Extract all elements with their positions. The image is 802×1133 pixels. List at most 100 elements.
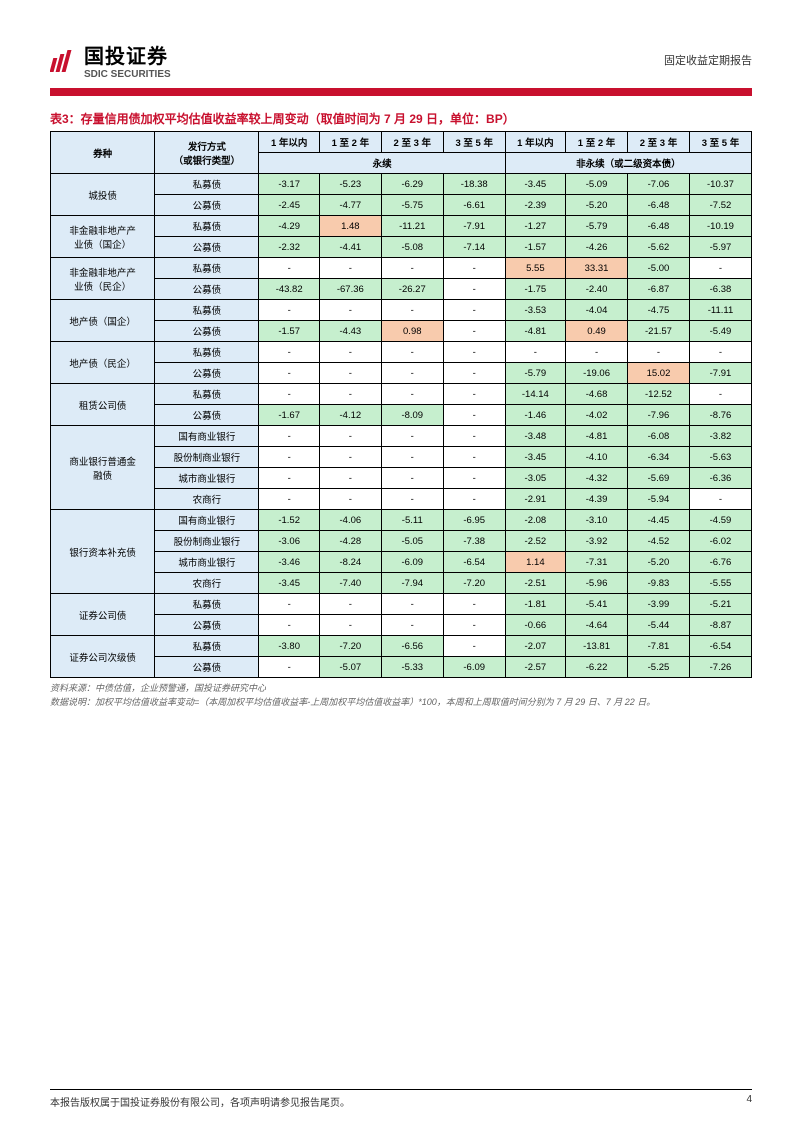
value-cell: -1.67: [259, 405, 319, 426]
value-cell: -: [443, 636, 505, 657]
value-cell: -7.94: [381, 573, 443, 594]
value-cell: -: [628, 342, 690, 363]
issue-type-cell: 农商行: [155, 573, 259, 594]
value-cell: -5.20: [566, 195, 628, 216]
value-cell: -: [443, 279, 505, 300]
table-row: 非金融非地产产业债（民企）私募债----5.5533.31-5.00-: [51, 258, 752, 279]
value-cell: -7.38: [443, 531, 505, 552]
value-cell: -8.09: [381, 405, 443, 426]
table-row: 地产债（民企）私募债--------: [51, 342, 752, 363]
value-cell: 5.55: [505, 258, 565, 279]
value-cell: -3.06: [259, 531, 319, 552]
value-cell: -5.41: [566, 594, 628, 615]
value-cell: -: [443, 384, 505, 405]
value-cell: -: [319, 447, 381, 468]
value-cell: -: [319, 300, 381, 321]
value-cell: -3.45: [505, 174, 565, 195]
value-cell: -: [319, 468, 381, 489]
table-row: 公募债-1.57-4.430.98--4.810.49-21.57-5.49: [51, 321, 752, 342]
table-row: 股份制商业银行-----3.45-4.10-6.34-5.63: [51, 447, 752, 468]
value-cell: -5.09: [566, 174, 628, 195]
value-cell: -5.20: [628, 552, 690, 573]
value-cell: -4.81: [566, 426, 628, 447]
value-cell: -1.57: [259, 321, 319, 342]
value-cell: -5.96: [566, 573, 628, 594]
value-cell: -4.43: [319, 321, 381, 342]
value-cell: -3.92: [566, 531, 628, 552]
value-cell: -4.45: [628, 510, 690, 531]
logo: 国投证券 SDIC SECURITIES: [50, 40, 171, 80]
value-cell: -1.46: [505, 405, 565, 426]
value-cell: -5.23: [319, 174, 381, 195]
value-cell: -4.68: [566, 384, 628, 405]
value-cell: -2.57: [505, 657, 565, 678]
value-cell: -4.32: [566, 468, 628, 489]
value-cell: -8.76: [689, 405, 751, 426]
value-cell: -: [259, 300, 319, 321]
value-cell: -6.34: [628, 447, 690, 468]
value-cell: -: [381, 447, 443, 468]
value-cell: -1.27: [505, 216, 565, 237]
logo-icon: [50, 48, 78, 72]
value-cell: -: [443, 258, 505, 279]
value-cell: -6.48: [628, 195, 690, 216]
table-row: 租赁公司债私募债-----14.14-4.68-12.52-: [51, 384, 752, 405]
issue-type-cell: 公募债: [155, 363, 259, 384]
value-cell: -5.75: [381, 195, 443, 216]
value-cell: -8.24: [319, 552, 381, 573]
value-cell: -: [319, 342, 381, 363]
value-cell: -6.08: [628, 426, 690, 447]
value-cell: -11.11: [689, 300, 751, 321]
table-row: 商业银行普通金融债国有商业银行-----3.48-4.81-6.08-3.82: [51, 426, 752, 447]
value-cell: -: [259, 657, 319, 678]
value-cell: -5.79: [566, 216, 628, 237]
value-cell: -4.75: [628, 300, 690, 321]
value-cell: -4.02: [566, 405, 628, 426]
value-cell: -6.87: [628, 279, 690, 300]
table-row: 非金融非地产产业债（国企）私募债-4.291.48-11.21-7.91-1.2…: [51, 216, 752, 237]
issue-type-cell: 公募债: [155, 657, 259, 678]
issue-type-cell: 国有商业银行: [155, 426, 259, 447]
value-cell: -: [259, 447, 319, 468]
value-cell: -5.25: [628, 657, 690, 678]
th-p1b: 1 年以内: [505, 132, 565, 153]
footer-copyright: 本报告版权属于国投证券股份有限公司，各项声明请参见报告尾页。: [50, 1094, 350, 1109]
table-row: 证券公司债私募债-----1.81-5.41-3.99-5.21: [51, 594, 752, 615]
th-bond-type: 券种: [51, 132, 155, 174]
value-cell: -3.17: [259, 174, 319, 195]
value-cell: -6.76: [689, 552, 751, 573]
value-cell: -4.04: [566, 300, 628, 321]
value-cell: -3.45: [505, 447, 565, 468]
value-cell: -7.91: [443, 216, 505, 237]
value-cell: -5.79: [505, 363, 565, 384]
value-cell: -3.82: [689, 426, 751, 447]
issue-type-cell: 公募债: [155, 279, 259, 300]
issue-type-cell: 私募债: [155, 300, 259, 321]
value-cell: -: [443, 342, 505, 363]
value-cell: -: [381, 489, 443, 510]
issue-type-cell: 国有商业银行: [155, 510, 259, 531]
issue-type-cell: 股份制商业银行: [155, 531, 259, 552]
value-cell: -: [259, 489, 319, 510]
value-cell: -6.48: [628, 216, 690, 237]
value-cell: -: [319, 258, 381, 279]
bond-category-cell: 地产债（国企）: [51, 300, 155, 342]
value-cell: -7.81: [628, 636, 690, 657]
value-cell: -: [443, 447, 505, 468]
value-cell: -4.39: [566, 489, 628, 510]
value-cell: -: [259, 363, 319, 384]
value-cell: -5.69: [628, 468, 690, 489]
bond-category-cell: 非金融非地产产业债（民企）: [51, 258, 155, 300]
value-cell: -: [259, 615, 319, 636]
value-cell: -: [319, 594, 381, 615]
value-cell: -2.07: [505, 636, 565, 657]
value-cell: -4.29: [259, 216, 319, 237]
value-cell: -7.96: [628, 405, 690, 426]
issue-type-cell: 私募债: [155, 174, 259, 195]
bond-category-cell: 证券公司次级债: [51, 636, 155, 678]
table-row: 银行资本补充债国有商业银行-1.52-4.06-5.11-6.95-2.08-3…: [51, 510, 752, 531]
value-cell: -: [319, 489, 381, 510]
value-cell: -14.14: [505, 384, 565, 405]
value-cell: -7.20: [319, 636, 381, 657]
value-cell: -6.61: [443, 195, 505, 216]
